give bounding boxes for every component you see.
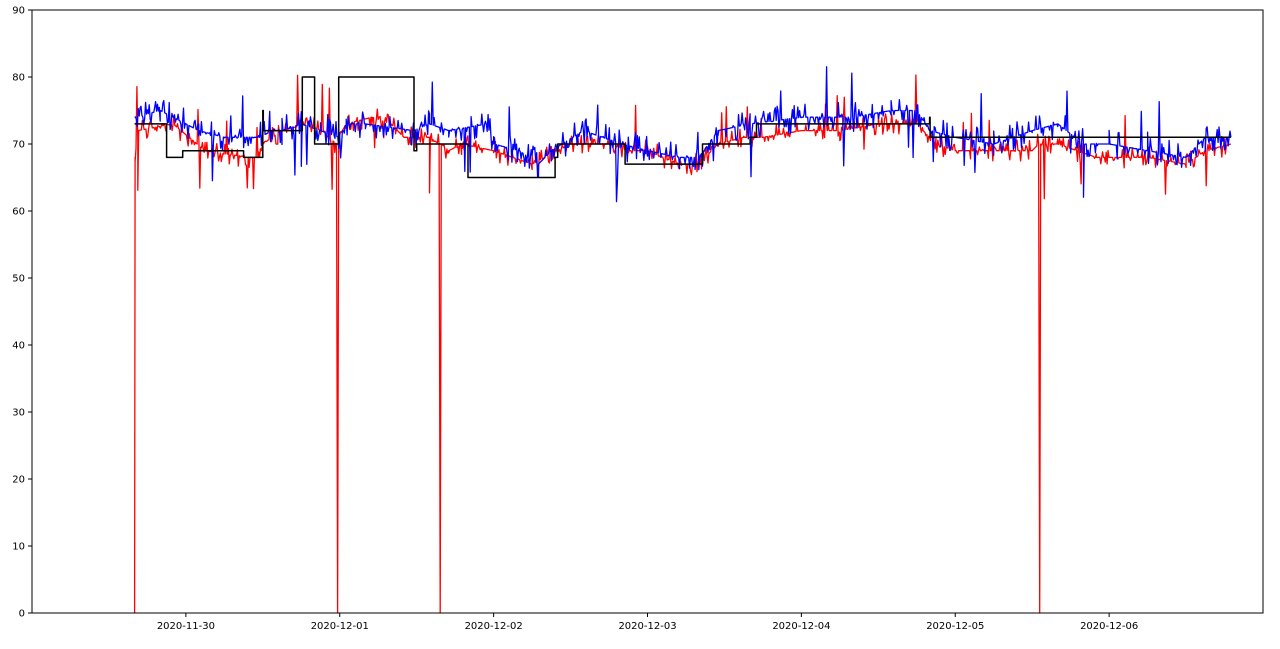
x-tick-label: 2020-12-06 (1080, 621, 1138, 632)
y-tick-label: 60 (12, 207, 25, 218)
y-tick-label: 10 (12, 542, 25, 553)
x-tick-label: 2020-12-03 (618, 621, 676, 632)
x-tick-label: 2020-12-04 (772, 621, 830, 632)
series-line-3 (134, 76, 1231, 179)
x-tick-label: 2020-11-30 (157, 621, 215, 632)
y-tick-label: 20 (12, 475, 25, 486)
plot-frame (31, 9, 1264, 614)
y-tick-label: 40 (12, 341, 25, 352)
y-axis: 0 10 20 30 40 50 60 70 80 90 (12, 6, 32, 620)
x-axis: 2020-11-30 2020-12-01 2020-12-02 2020-12-03… (157, 613, 1138, 632)
x-tick-label: 2020-12-05 (926, 621, 984, 632)
y-tick-label: 50 (12, 274, 25, 285)
series-line-2 (134, 66, 1232, 203)
y-tick-label: 80 (12, 73, 25, 84)
x-tick-label: 2020-12-01 (311, 621, 369, 632)
x-tick-label: 2020-12-02 (465, 621, 523, 632)
y-tick-label: 70 (12, 140, 25, 151)
y-tick-label: 0 (19, 609, 25, 620)
y-tick-label: 30 (12, 408, 25, 419)
series-layer (133, 66, 1232, 614)
y-tick-label: 90 (12, 6, 25, 17)
series-line-1 (133, 74, 1232, 614)
